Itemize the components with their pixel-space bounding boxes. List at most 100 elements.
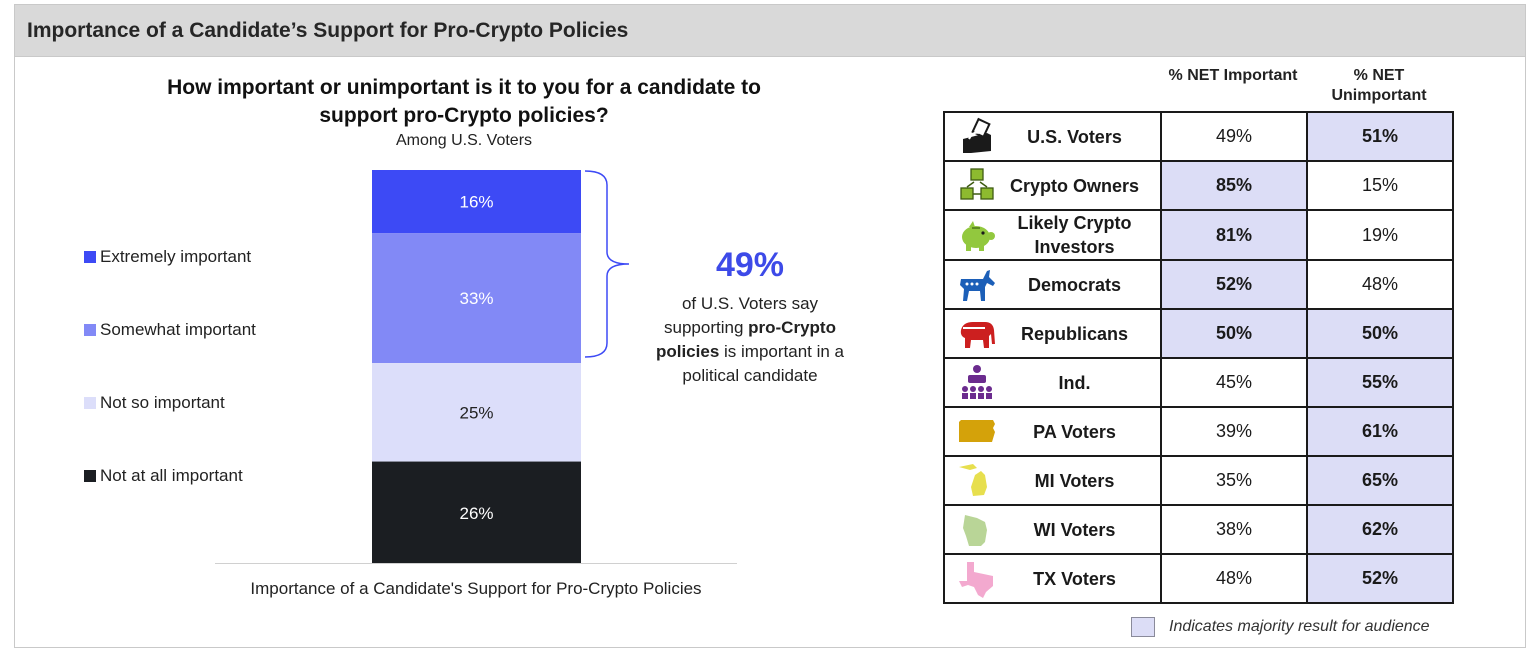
table-row: Likely Crypto Investors 81% 19% xyxy=(943,209,1454,261)
table-row: Democrats 52% 48% xyxy=(943,259,1454,310)
table-row: Crypto Owners 85% 15% xyxy=(943,160,1454,211)
net-unimportant-cell: 51% xyxy=(1306,111,1454,162)
bar-segment-extremely-important xyxy=(372,170,581,234)
bar-data-label: 33% xyxy=(459,289,493,308)
callout-text-before: of U.S. Voters say supporting xyxy=(664,294,819,337)
bar-segment-not-so-important xyxy=(372,363,581,462)
legend-swatch xyxy=(84,470,96,482)
panel-frame xyxy=(14,4,1526,648)
audience-cell: Democrats xyxy=(943,259,1162,310)
net-important-cell: 39% xyxy=(1160,406,1308,457)
net-important-cell: 81% xyxy=(1160,209,1308,261)
legend-item-somewhat: Somewhat important xyxy=(84,320,256,340)
legend-label: Not so important xyxy=(100,393,225,412)
audience-cell: Republicans xyxy=(943,308,1162,359)
legend-swatch xyxy=(84,251,96,263)
audience-label: MI Voters xyxy=(1034,470,1115,491)
table-row: WI Voters 38% 62% xyxy=(943,504,1454,555)
net-unimportant-cell: 61% xyxy=(1306,406,1454,457)
majority-note-text: Indicates majority result for audience xyxy=(1169,618,1430,635)
audience-label: Democrats xyxy=(1027,274,1122,295)
legend-label: Somewhat important xyxy=(100,320,256,339)
net-unimportant-cell: 65% xyxy=(1306,455,1454,506)
audience-cell: Ind. xyxy=(943,357,1162,408)
legend-swatch xyxy=(84,324,96,336)
net-unimportant-cell: 15% xyxy=(1306,160,1454,211)
question-subtitle: Among U.S. Voters xyxy=(395,132,533,149)
table-row: TX Voters 48% 52% xyxy=(943,553,1454,604)
callout-text: of U.S. Voters say supporting pro-Crypto… xyxy=(640,292,860,388)
donkey-icon xyxy=(957,265,997,305)
chart-caption: Importance of a Candidate's Support for … xyxy=(250,579,702,598)
callout-text-after: is important in a political candidate xyxy=(682,342,845,385)
net-important-cell: 85% xyxy=(1160,160,1308,211)
net-unimportant-cell: 50% xyxy=(1306,308,1454,359)
question-title: How important or unimportant is it to yo… xyxy=(90,74,838,130)
table-row: Republicans 50% 50% xyxy=(943,308,1454,359)
michigan-map-icon xyxy=(957,461,997,501)
net-important-cell: 49% xyxy=(1160,111,1308,162)
audience-cell: WI Voters xyxy=(943,504,1162,555)
bar-segment-not-at-all-important xyxy=(372,461,581,564)
net-unimportant-cell: 19% xyxy=(1306,209,1454,261)
callout-value: 49% xyxy=(715,246,785,284)
table-row: MI Voters 35% 65% xyxy=(943,455,1454,506)
texas-map-icon xyxy=(957,559,997,599)
bar-data-label: 16% xyxy=(459,193,493,212)
independent-group-icon xyxy=(957,363,997,403)
table-row: Ind. 45% 55% xyxy=(943,357,1454,408)
audience-label: Republicans xyxy=(1020,323,1129,344)
piggy-bank-icon xyxy=(957,215,997,255)
ballot-box-icon xyxy=(957,117,997,157)
audience-label: TX Voters xyxy=(1033,568,1116,589)
column-header-unimportant: % NET Unimportant xyxy=(1331,67,1427,104)
net-unimportant-cell: 55% xyxy=(1306,357,1454,408)
audience-cell: MI Voters xyxy=(943,455,1162,506)
audience-cell: TX Voters xyxy=(943,553,1162,604)
net-important-cell: 52% xyxy=(1160,259,1308,310)
majority-note: Indicates majority result for audience xyxy=(1131,617,1430,637)
net-unimportant-cell: 52% xyxy=(1306,553,1454,604)
callout-text-bold: pro-Crypto policies xyxy=(655,318,836,361)
table-row: PA Voters 39% 61% xyxy=(943,406,1454,457)
question-line-2: support pro-Crypto policies? xyxy=(319,104,609,127)
page-title: Importance of a Candidate’s Support for … xyxy=(27,19,629,42)
question-line-1: How important or unimportant is it to yo… xyxy=(167,76,761,99)
legend-label: Not at all important xyxy=(100,466,243,485)
audience-label: WI Voters xyxy=(1033,519,1116,540)
audience-label: U.S. Voters xyxy=(1027,126,1122,147)
legend-swatch xyxy=(84,397,96,409)
audience-label: Likely Crypto Investors xyxy=(1017,213,1132,257)
legend-item-not-at-all: Not at all important xyxy=(84,466,243,486)
net-unimportant-cell: 48% xyxy=(1306,259,1454,310)
audience-cell: Likely Crypto Investors xyxy=(943,209,1162,261)
audience-label: PA Voters xyxy=(1033,421,1116,442)
wisconsin-map-icon xyxy=(957,510,997,550)
net-important-cell: 38% xyxy=(1160,504,1308,555)
table-row: U.S. Voters 49% 51% xyxy=(943,111,1454,162)
net-important-cell: 35% xyxy=(1160,455,1308,506)
net-important-cell: 48% xyxy=(1160,553,1308,604)
net-unimportant-cell: 62% xyxy=(1306,504,1454,555)
legend-item-extremely: Extremely important xyxy=(84,247,251,267)
pennsylvania-map-icon xyxy=(957,412,997,452)
bar-data-label: 26% xyxy=(459,504,493,523)
audience-label: Crypto Owners xyxy=(1009,175,1140,196)
bar-data-label: 25% xyxy=(459,403,493,422)
legend-item-not-so: Not so important xyxy=(84,393,225,413)
caption-divider xyxy=(215,563,737,564)
net-important-bracket xyxy=(584,170,630,358)
audience-cell: U.S. Voters xyxy=(943,111,1162,162)
column-header-important: % NET Important xyxy=(1168,67,1298,84)
bar-segment-somewhat-important xyxy=(372,233,581,364)
audience-cell: Crypto Owners xyxy=(943,160,1162,211)
legend-label: Extremely important xyxy=(100,247,252,266)
blockchain-cubes-icon xyxy=(957,166,997,206)
net-important-cell: 45% xyxy=(1160,357,1308,408)
elephant-icon xyxy=(957,314,997,354)
net-important-cell: 50% xyxy=(1160,308,1308,359)
audience-cell: PA Voters xyxy=(943,406,1162,457)
audience-table: U.S. Voters 49% 51% Crypto Owners 85% 15% Like… xyxy=(943,111,1454,604)
majority-swatch xyxy=(1131,617,1155,637)
